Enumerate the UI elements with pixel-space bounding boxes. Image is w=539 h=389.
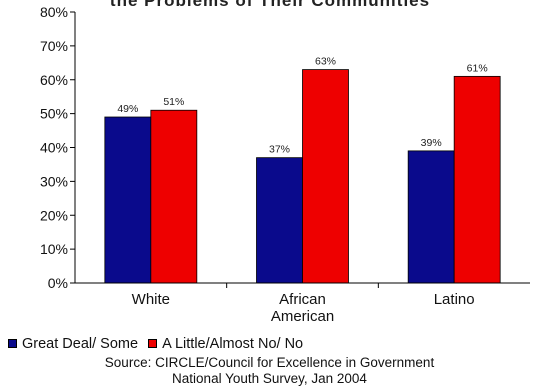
bar-series-1-cat-2 bbox=[256, 157, 303, 284]
bar-series-1-cat-1 bbox=[104, 116, 152, 284]
data-label: 61% bbox=[467, 62, 488, 74]
bar-series-1-cat-3 bbox=[407, 150, 455, 284]
y-axis: 0% 10% 20% 30% 40% 50% 60% 70% 80% bbox=[40, 4, 75, 291]
legend-swatch-series-1 bbox=[8, 339, 17, 348]
y-tick-label: 30% bbox=[40, 173, 68, 189]
data-label: 37% bbox=[269, 144, 290, 156]
data-label: 49% bbox=[117, 103, 138, 115]
y-tick-label: 10% bbox=[40, 241, 68, 257]
legend-label-series-1: Great Deal/ Some bbox=[22, 336, 139, 352]
data-label: 63% bbox=[315, 56, 336, 68]
data-label: 39% bbox=[421, 137, 442, 149]
x-tick-label: American bbox=[271, 308, 334, 325]
legend-item-series-1: Great Deal/ Some bbox=[8, 336, 142, 352]
y-tick-label: 70% bbox=[40, 38, 68, 54]
chart-title: the Problems of Their Communities bbox=[110, 0, 430, 10]
y-tick-label: 60% bbox=[40, 72, 68, 88]
x-tick-label: White bbox=[132, 291, 170, 308]
bar-series-2-cat-3 bbox=[453, 75, 501, 284]
y-tick-label: 20% bbox=[40, 207, 68, 223]
y-tick-label: 50% bbox=[40, 106, 68, 122]
bars bbox=[104, 69, 501, 284]
data-labels: 49% 51% 37% 63% 39% 61% bbox=[117, 56, 487, 156]
bar-chart: the Problems of Their Communities 0% 10% 2… bbox=[40, 0, 530, 325]
x-tick-label: African bbox=[279, 291, 326, 308]
legend-item-series-2: A Little/Almost No/ No bbox=[148, 336, 303, 352]
bar-series-2-cat-2 bbox=[302, 69, 349, 284]
y-tick-label: 80% bbox=[40, 4, 68, 20]
source-line-1: Source: CIRCLE/Council for Excellence in… bbox=[104, 355, 435, 370]
legend-swatch-series-2 bbox=[148, 339, 158, 348]
y-tick-label: 0% bbox=[48, 275, 68, 291]
legend-label-series-2: A Little/Almost No/ No bbox=[162, 336, 304, 352]
y-tick-label: 40% bbox=[40, 140, 68, 156]
data-label: 51% bbox=[163, 96, 184, 108]
source-line-2: National Youth Survey, Jan 2004 bbox=[172, 371, 367, 386]
legend: Great Deal/ Some A Little/Almost No/ No bbox=[8, 336, 309, 352]
x-tick-label: Latino bbox=[434, 291, 475, 308]
bar-series-2-cat-1 bbox=[150, 109, 198, 284]
